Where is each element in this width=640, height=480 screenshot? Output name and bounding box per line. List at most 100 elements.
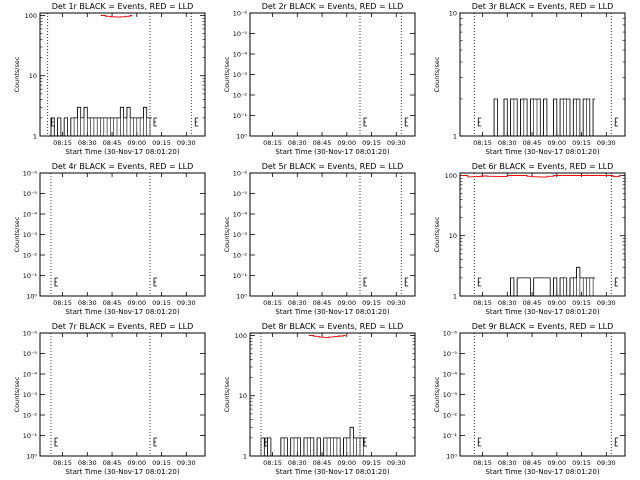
y-tick-label: 10⁻⁵ bbox=[443, 350, 458, 358]
x-tick-label: 09:30 bbox=[597, 459, 616, 467]
y-tick-label: 10⁻³ bbox=[23, 391, 38, 399]
y-tick-label: 10⁻¹ bbox=[23, 272, 38, 280]
x-tick-label: 08:30 bbox=[78, 459, 97, 467]
x-tick-label: 08:45 bbox=[523, 459, 542, 467]
x-tick-label: 09:00 bbox=[127, 139, 146, 147]
lld-series-line bbox=[461, 175, 622, 178]
y-axis-label: Counts/sec bbox=[433, 216, 441, 252]
x-tick-label: 09:00 bbox=[547, 299, 566, 307]
x-axis-label: Start Time (30-Nov-17 08:01:20) bbox=[65, 148, 179, 156]
plot-frame bbox=[39, 172, 206, 297]
x-tick-label: 08:15 bbox=[263, 299, 282, 307]
x-axis-label: Start Time (30-Nov-17 08:01:20) bbox=[65, 468, 179, 476]
interval-marker-bracket bbox=[477, 277, 482, 287]
x-tick-label: 08:45 bbox=[313, 459, 332, 467]
chart-title: Det 2r BLACK = Events, RED = LLD bbox=[262, 2, 404, 11]
x-tick-label: 09:15 bbox=[572, 299, 591, 307]
y-tick-label: 100 bbox=[235, 332, 247, 340]
y-tick-label: 10⁻⁵ bbox=[233, 190, 248, 198]
y-tick-label: 10⁰ bbox=[236, 293, 247, 301]
x-tick-label: 08:30 bbox=[498, 139, 517, 147]
x-tick-label: 08:30 bbox=[288, 459, 307, 467]
chart-panel-9: Det 9r BLACK = Events, RED = LLD 08:15 08:… bbox=[433, 322, 626, 476]
y-tick-label: 10 bbox=[29, 72, 37, 80]
x-tick-label: 08:30 bbox=[288, 299, 307, 307]
y-axis-label: Counts/sec bbox=[433, 376, 441, 412]
y-tick-label: 10⁻⁶ bbox=[23, 330, 38, 338]
y-tick-label: 10⁻³ bbox=[233, 71, 248, 79]
y-tick-label: 10⁻³ bbox=[443, 391, 458, 399]
y-tick-label: 1 bbox=[453, 133, 457, 141]
x-axis-label: Start Time (30-Nov-17 08:01:20) bbox=[275, 468, 389, 476]
y-tick-label: 1 bbox=[243, 453, 247, 461]
plot-frame bbox=[249, 332, 416, 457]
interval-marker-bracket bbox=[153, 437, 157, 447]
y-axis-label: Counts/sec bbox=[13, 376, 21, 412]
x-tick-label: 09:30 bbox=[597, 139, 616, 147]
x-tick-label: 09:00 bbox=[547, 459, 566, 467]
x-tick-label: 08:45 bbox=[523, 139, 542, 147]
x-tick-label: 09:30 bbox=[387, 139, 406, 147]
x-axis-label: Start Time (30-Nov-17 08:01:20) bbox=[485, 148, 599, 156]
y-tick-label: 10⁻⁶ bbox=[443, 330, 458, 338]
chart-panel-3: Det 3r BLACK = Events, RED = LLD 08:15 08:… bbox=[433, 2, 626, 156]
x-axis-label: Start Time (30-Nov-17 08:01:20) bbox=[65, 308, 179, 316]
interval-marker-bracket bbox=[477, 437, 482, 447]
y-tick-label: 10⁰ bbox=[236, 133, 247, 141]
y-tick-label: 10⁻⁴ bbox=[233, 211, 248, 219]
interval-marker-bracket bbox=[264, 437, 268, 447]
y-tick-label: 10⁰ bbox=[26, 453, 37, 461]
y-tick-label: 10⁻² bbox=[23, 252, 38, 260]
plot-frame bbox=[249, 172, 416, 297]
interval-marker-bracket bbox=[404, 117, 409, 127]
x-tick-label: 08:15 bbox=[473, 299, 492, 307]
chart-title: Det 1r BLACK = Events, RED = LLD bbox=[52, 2, 194, 11]
y-axis-label: Counts/sec bbox=[223, 216, 231, 252]
x-tick-label: 09:00 bbox=[337, 299, 356, 307]
y-tick-label: 10⁻¹ bbox=[23, 432, 38, 440]
plot-frame bbox=[39, 332, 206, 457]
x-tick-label: 09:00 bbox=[547, 139, 566, 147]
x-tick-label: 09:15 bbox=[362, 299, 381, 307]
lld-series-line bbox=[308, 335, 346, 338]
x-tick-label: 09:15 bbox=[362, 139, 381, 147]
x-tick-label: 09:15 bbox=[152, 299, 171, 307]
x-axis-label: Start Time (30-Nov-17 08:01:20) bbox=[275, 308, 389, 316]
y-tick-label: 10 bbox=[239, 392, 247, 400]
y-tick-label: 1 bbox=[453, 293, 457, 301]
plot-frame bbox=[459, 12, 626, 137]
y-tick-label: 10 bbox=[449, 232, 457, 240]
x-tick-label: 08:15 bbox=[473, 459, 492, 467]
x-tick-label: 09:30 bbox=[177, 299, 196, 307]
x-axis-label: Start Time (30-Nov-17 08:01:20) bbox=[485, 468, 599, 476]
interval-marker-bracket bbox=[614, 117, 619, 127]
interval-marker-bracket bbox=[614, 277, 619, 287]
x-tick-label: 08:15 bbox=[53, 139, 72, 147]
x-tick-label: 09:15 bbox=[152, 459, 171, 467]
x-tick-label: 08:45 bbox=[103, 139, 122, 147]
x-tick-label: 08:45 bbox=[313, 299, 332, 307]
x-tick-label: 09:15 bbox=[572, 139, 591, 147]
interval-marker-bracket bbox=[614, 437, 619, 447]
interval-marker-bracket bbox=[54, 277, 58, 287]
plot-frame bbox=[459, 332, 626, 457]
interval-marker-bracket bbox=[363, 117, 367, 127]
y-tick-label: 1 bbox=[33, 133, 37, 141]
x-tick-label: 09:00 bbox=[337, 139, 356, 147]
y-tick-label: 10⁻¹ bbox=[233, 272, 248, 280]
chart-title: Det 9r BLACK = Events, RED = LLD bbox=[472, 322, 614, 331]
y-tick-label: 100 bbox=[445, 172, 457, 180]
chart-title: Det 7r BLACK = Events, RED = LLD bbox=[52, 322, 194, 331]
y-axis-label: Counts/sec bbox=[433, 56, 441, 92]
x-tick-label: 09:00 bbox=[127, 459, 146, 467]
interval-marker-bracket bbox=[363, 437, 367, 447]
x-tick-label: 08:30 bbox=[78, 299, 97, 307]
y-tick-label: 10⁻¹ bbox=[233, 112, 248, 120]
x-tick-label: 08:45 bbox=[103, 299, 122, 307]
x-tick-label: 08:15 bbox=[473, 139, 492, 147]
y-tick-label: 10⁻⁶ bbox=[233, 10, 248, 18]
chart-panel-1: Det 1r BLACK = Events, RED = LLD 08:15 08:… bbox=[13, 2, 206, 156]
y-tick-label: 10⁻² bbox=[233, 252, 248, 260]
chart-title: Det 6r BLACK = Events, RED = LLD bbox=[472, 162, 614, 171]
interval-marker-bracket bbox=[363, 277, 367, 287]
